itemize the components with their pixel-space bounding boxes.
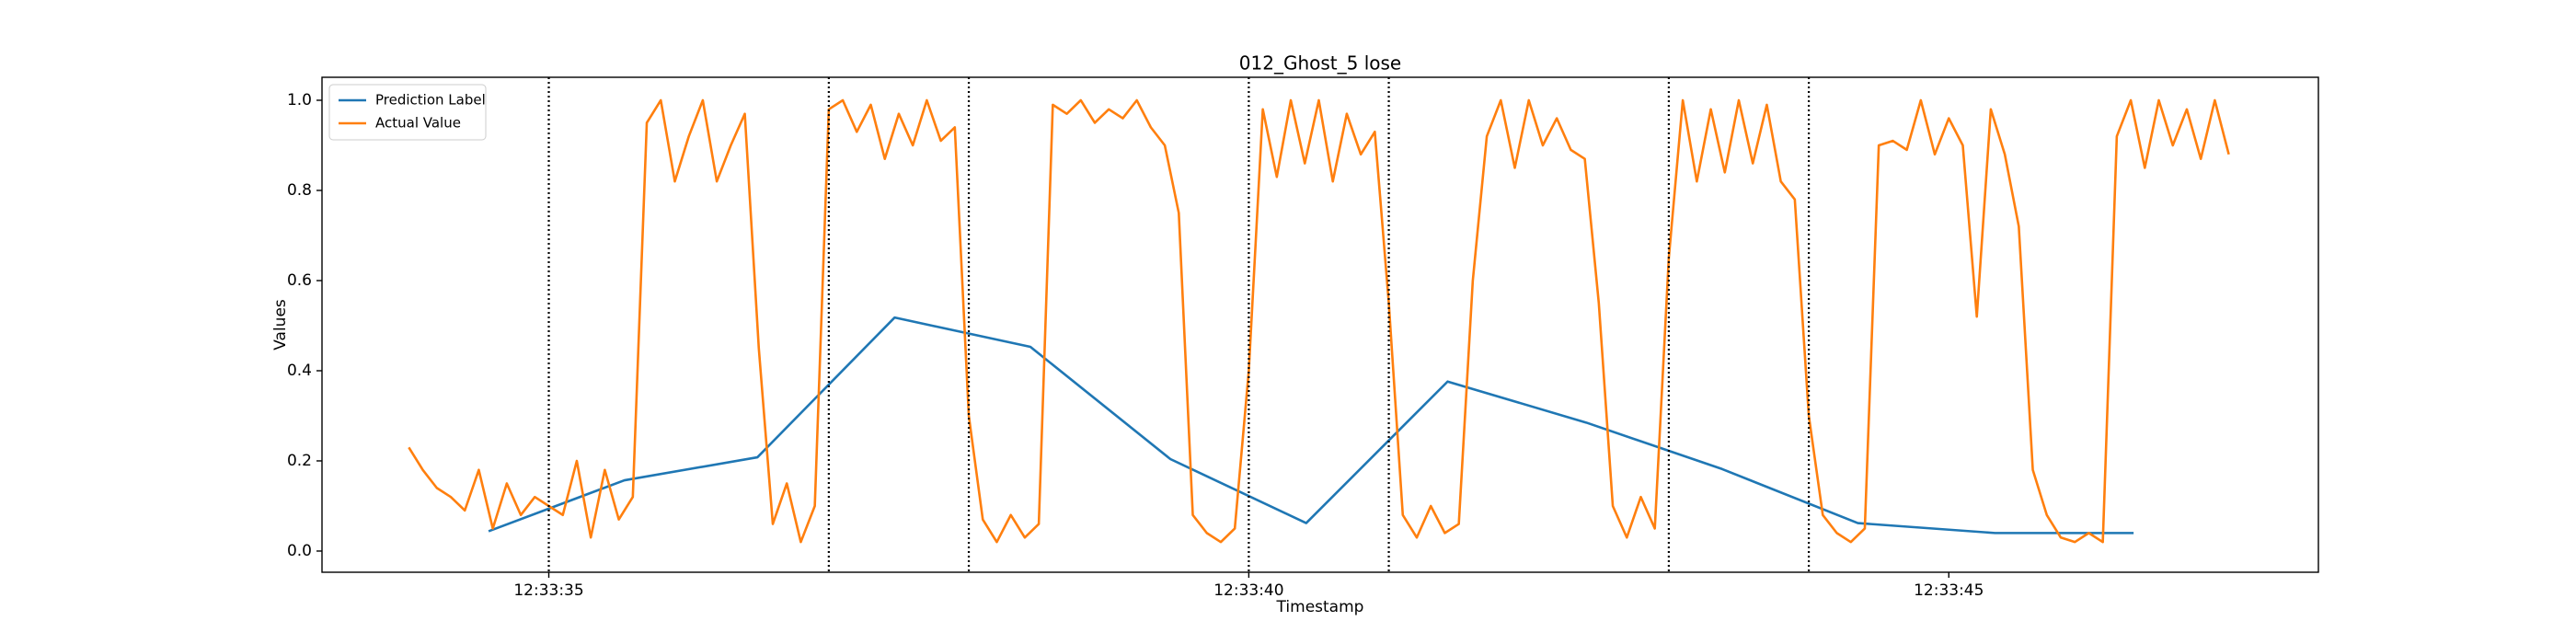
y-tick-label: 0.6	[287, 271, 312, 290]
y-tick-label: 0.0	[287, 542, 312, 560]
series-line	[408, 98, 2230, 544]
x-tick-label: 12:33:45	[1914, 581, 1984, 600]
y-tick-label: 1.0	[287, 91, 312, 109]
y-tick-label: 0.8	[287, 181, 312, 200]
legend-box	[328, 84, 487, 141]
x-tick-label: 12:33:35	[513, 581, 583, 600]
plot-frame	[321, 76, 2319, 573]
chart-title: 012_Ghost_5 lose	[1239, 52, 1401, 75]
y-tick-label: 0.2	[287, 452, 312, 470]
plot-area	[408, 77, 2230, 572]
legend-label: Actual Value	[375, 115, 461, 132]
y-tick-label: 0.4	[287, 362, 312, 380]
y-axis-label: Values	[271, 299, 290, 351]
series-line	[488, 316, 2134, 535]
x-axis-label: Timestamp	[1276, 598, 1364, 616]
legend-label: Prediction Label	[375, 92, 486, 109]
x-tick-label: 12:33:40	[1213, 581, 1283, 600]
